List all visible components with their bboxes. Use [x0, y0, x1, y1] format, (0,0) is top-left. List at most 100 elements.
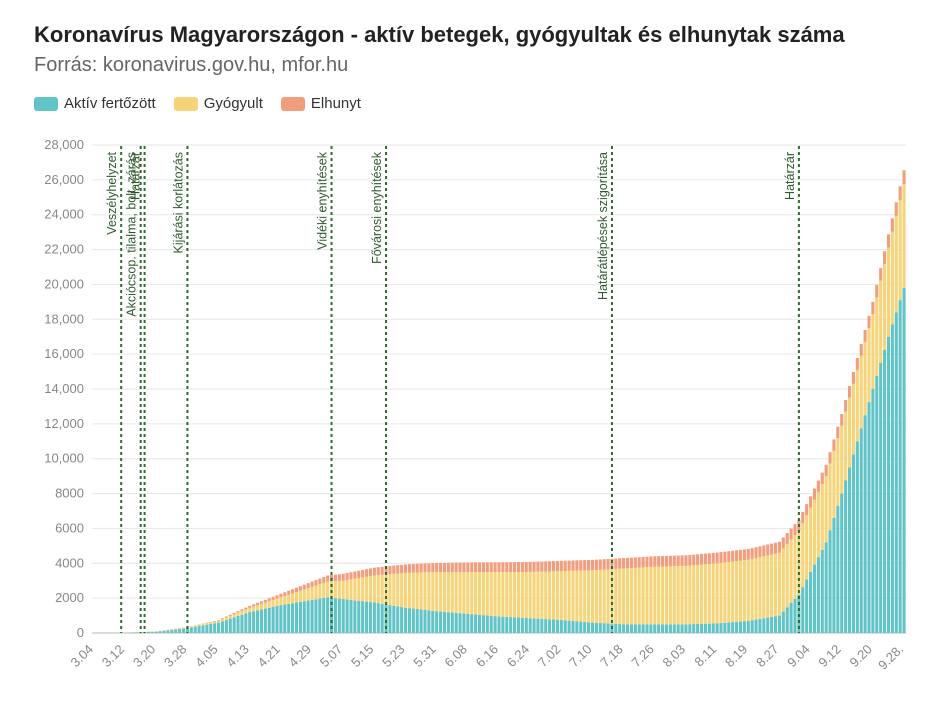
bar-deceased — [505, 562, 509, 572]
bar-recovered — [392, 573, 396, 606]
bar-recovered — [477, 572, 482, 615]
bar-recovered — [396, 573, 400, 607]
bar-recovered — [431, 572, 435, 611]
bar-active — [353, 600, 357, 633]
bar-recovered — [427, 572, 431, 611]
bar-active — [454, 612, 458, 633]
bar-active — [298, 601, 302, 633]
x-tick-label: 5.15 — [348, 642, 377, 671]
bar-active — [470, 614, 474, 633]
bar-active — [715, 623, 719, 633]
bar-recovered — [805, 515, 809, 580]
legend-item-deceased[interactable]: Elhunyt — [280, 95, 361, 112]
bar-deceased — [291, 589, 295, 594]
bar-recovered — [380, 574, 384, 604]
bar-active — [832, 517, 836, 633]
bar-recovered — [696, 564, 700, 624]
bar-recovered — [232, 614, 236, 618]
bar-active — [641, 624, 645, 633]
bar-recovered — [384, 574, 388, 605]
bar-recovered — [742, 560, 746, 622]
bar-active — [875, 375, 879, 633]
bar-deceased — [314, 580, 318, 586]
bar-active — [481, 615, 485, 633]
bar-recovered — [894, 215, 898, 313]
bar-deceased — [890, 218, 894, 232]
y-tick-label: 4000 — [55, 555, 84, 570]
bar-deceased — [376, 567, 380, 576]
bar-recovered — [372, 575, 376, 603]
bar-recovered — [555, 571, 559, 620]
y-tick-label: 2000 — [55, 590, 84, 605]
bar-recovered — [723, 562, 727, 623]
bar-active — [532, 618, 536, 633]
bar-deceased — [419, 563, 423, 573]
bar-deceased — [610, 558, 614, 570]
bar-deceased — [318, 578, 322, 585]
bar-active — [248, 612, 252, 633]
bar-recovered — [762, 556, 766, 619]
bar-deceased — [493, 562, 497, 572]
bar-deceased — [345, 572, 349, 581]
bar-deceased — [883, 251, 887, 265]
legend-item-recovered[interactable]: Gyógyult — [173, 95, 263, 112]
x-tick-label: 8.19 — [722, 642, 751, 671]
bar-recovered — [587, 570, 591, 623]
bar-deceased — [485, 562, 489, 572]
bar-deceased — [524, 561, 528, 572]
bar-active — [302, 601, 306, 633]
bar-deceased — [832, 439, 836, 451]
bar-deceased — [575, 560, 579, 571]
bar-active — [606, 623, 610, 633]
legend-swatch-deceased — [280, 96, 305, 111]
bar-deceased — [466, 562, 470, 572]
bar-deceased — [365, 569, 369, 577]
bar-recovered — [470, 572, 474, 615]
bar-active — [770, 616, 774, 633]
bar-active — [851, 454, 855, 633]
bar-active — [602, 623, 606, 633]
x-tick-label: 5.31 — [410, 642, 439, 671]
y-tick-label: 20,000 — [44, 276, 84, 291]
bar-active — [719, 623, 723, 633]
bar-active — [735, 621, 739, 633]
bar-deceased — [633, 557, 637, 568]
bar-deceased — [396, 565, 400, 574]
bar-active — [879, 362, 883, 633]
legend-item-active[interactable]: Aktív fertőzött — [34, 95, 156, 112]
bar-deceased — [867, 315, 871, 328]
bar-active — [680, 624, 684, 633]
bar-active — [762, 618, 766, 633]
bar-active — [326, 597, 330, 633]
bar-deceased — [279, 593, 283, 598]
bar-deceased — [668, 555, 672, 567]
bar-recovered — [376, 575, 380, 604]
bar-deceased — [816, 480, 820, 492]
bar-recovered — [614, 568, 618, 624]
bar-deceased — [579, 560, 583, 571]
bar-recovered — [738, 560, 743, 622]
bar-deceased — [855, 357, 859, 370]
bar-active — [158, 631, 162, 633]
bar-active — [501, 616, 505, 633]
bar-active — [785, 607, 789, 633]
bar-active — [590, 622, 595, 633]
bar-recovered — [789, 539, 793, 604]
x-tick-label: 4.13 — [223, 642, 252, 671]
bar-active — [544, 619, 548, 633]
bar-recovered — [365, 576, 369, 602]
bar-active — [828, 530, 832, 633]
bar-active — [135, 632, 139, 633]
y-tick-label: 6000 — [55, 520, 84, 535]
bar-recovered — [501, 572, 505, 617]
bar-deceased — [509, 562, 513, 572]
bar-recovered — [489, 572, 493, 616]
bar-deceased — [415, 563, 419, 573]
bar-recovered — [318, 584, 322, 599]
bar-recovered — [217, 620, 221, 623]
bar-recovered — [193, 625, 197, 627]
event-label: Veszélyhelyzet — [105, 151, 119, 234]
bar-recovered — [302, 589, 306, 602]
bar-recovered — [236, 612, 240, 617]
bar-deceased — [602, 559, 606, 570]
